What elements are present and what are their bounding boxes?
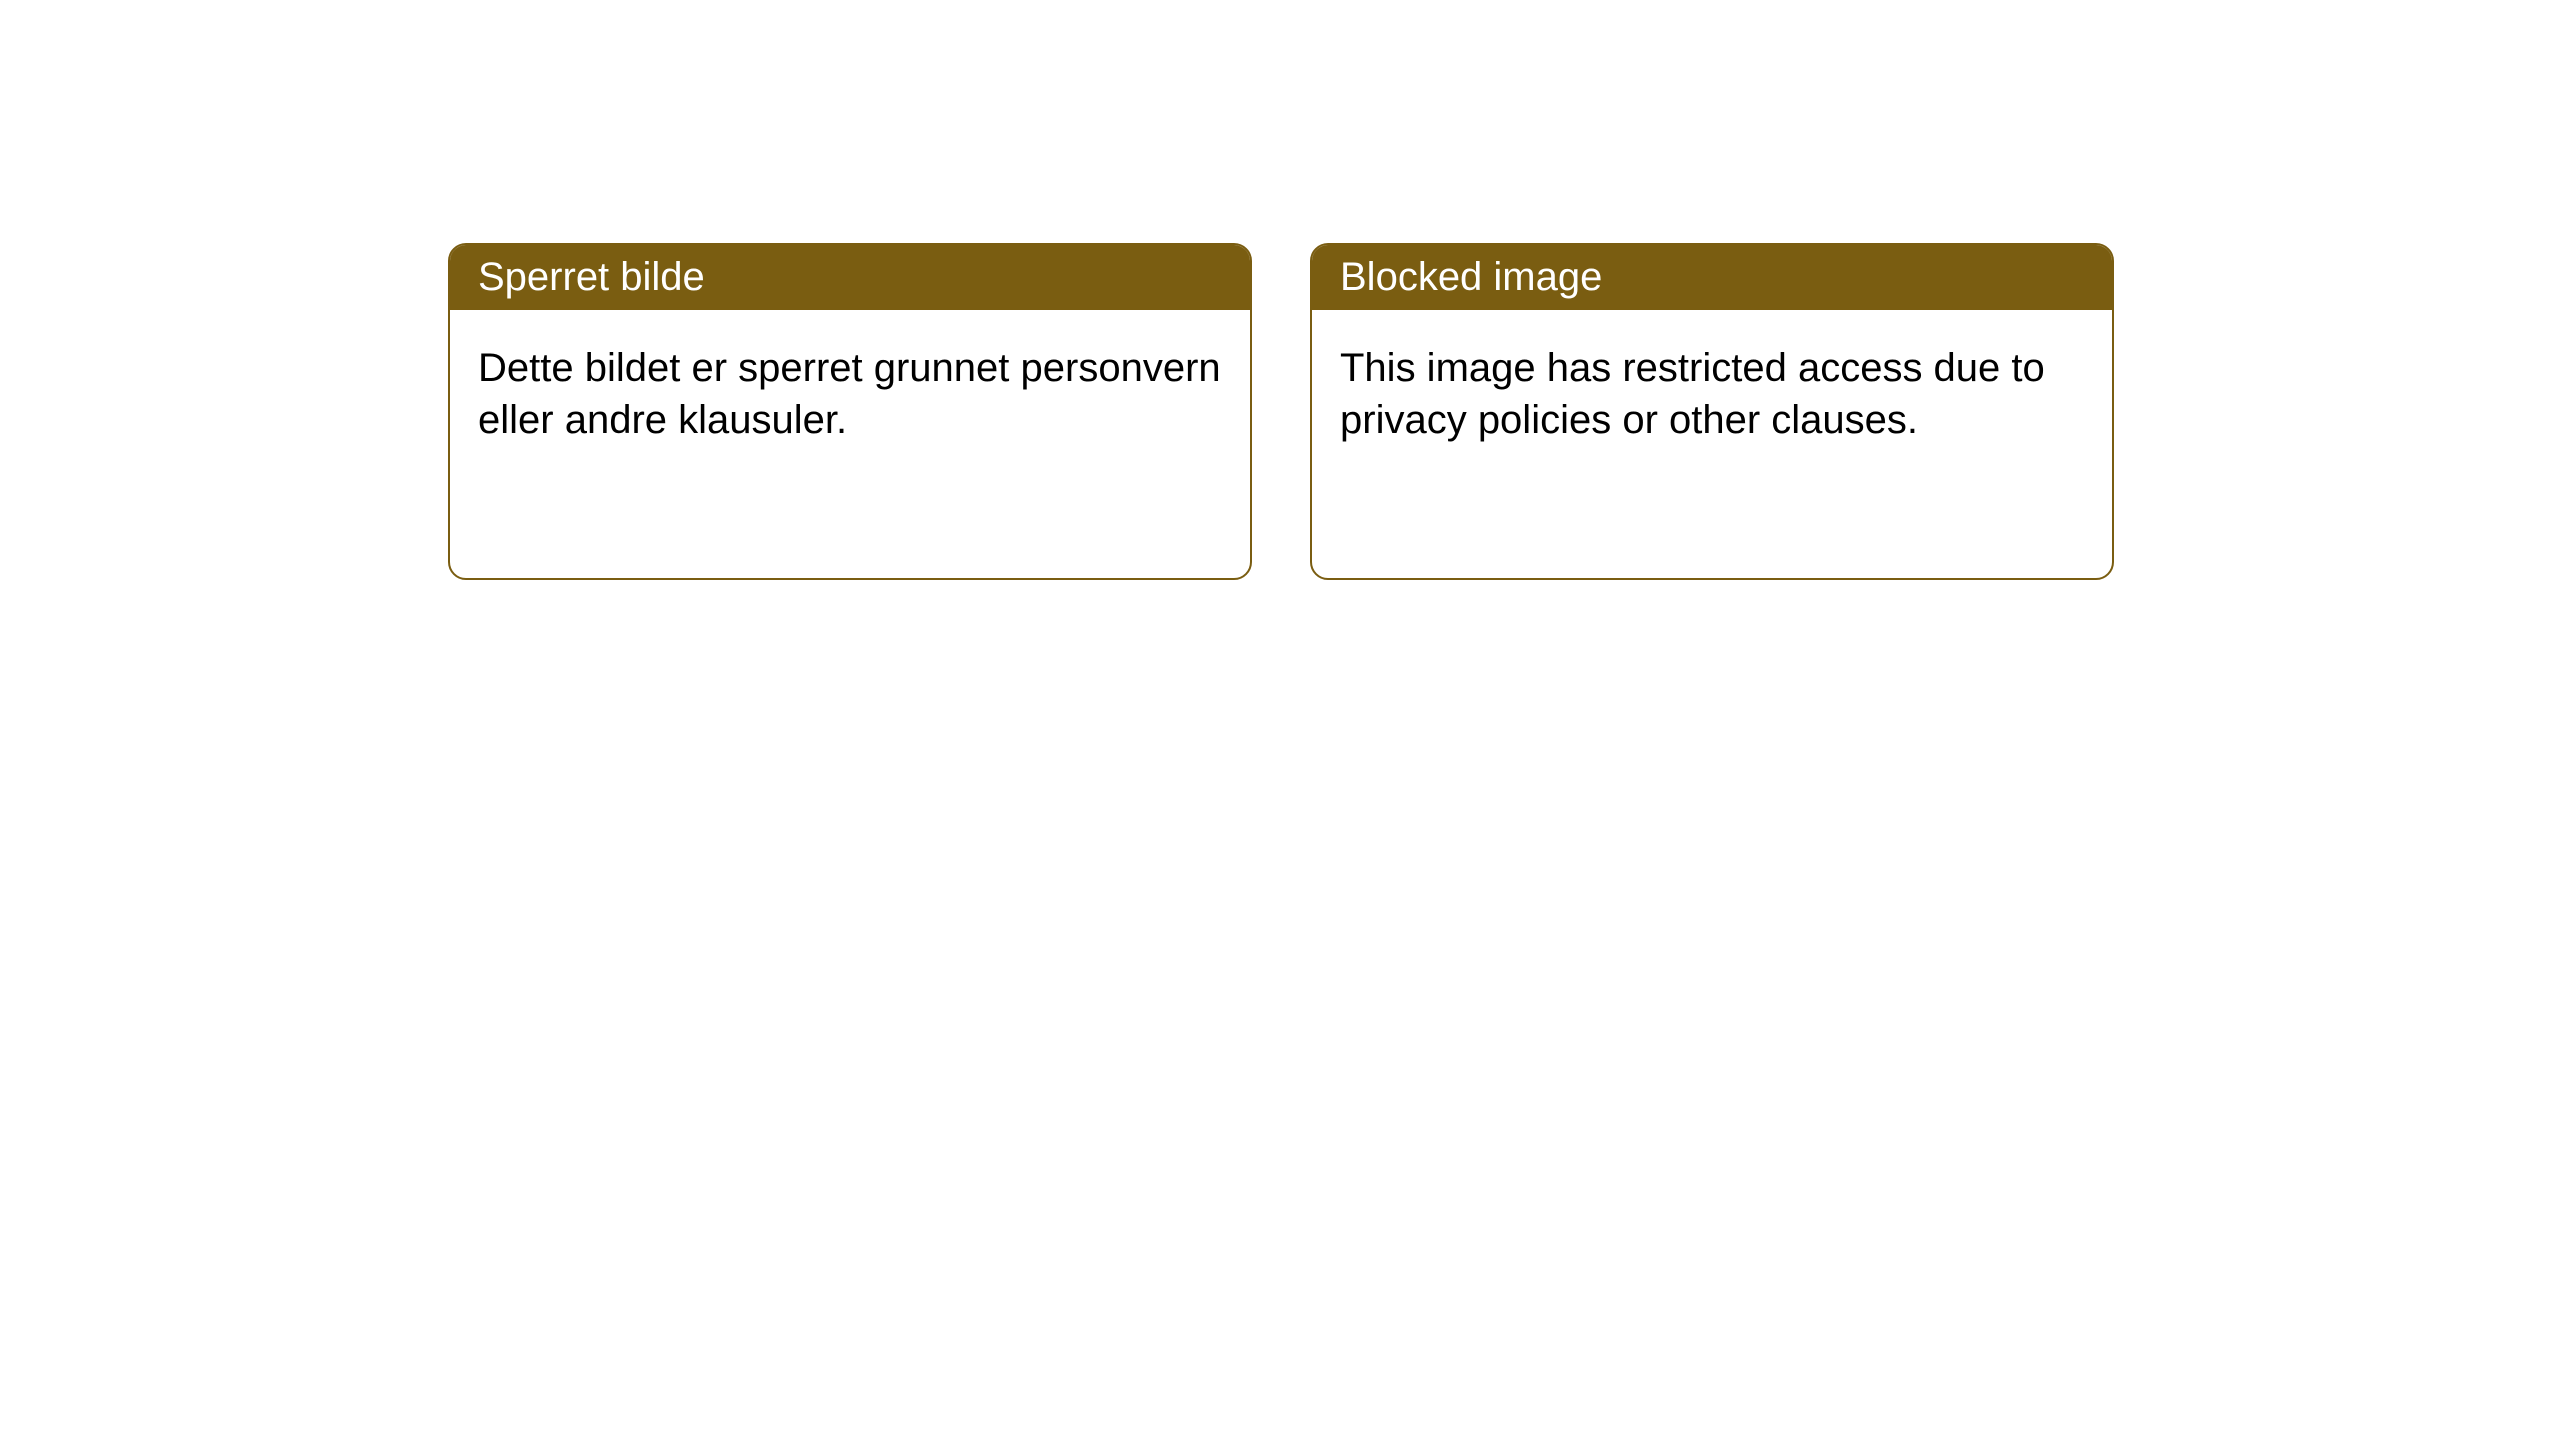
card-body: This image has restricted access due to … <box>1312 310 2112 478</box>
card-header: Sperret bilde <box>450 245 1250 310</box>
notice-card-english: Blocked image This image has restricted … <box>1310 243 2114 580</box>
card-header: Blocked image <box>1312 245 2112 310</box>
notice-card-norwegian: Sperret bilde Dette bildet er sperret gr… <box>448 243 1252 580</box>
card-body: Dette bildet er sperret grunnet personve… <box>450 310 1250 478</box>
notice-container: Sperret bilde Dette bildet er sperret gr… <box>0 0 2560 580</box>
